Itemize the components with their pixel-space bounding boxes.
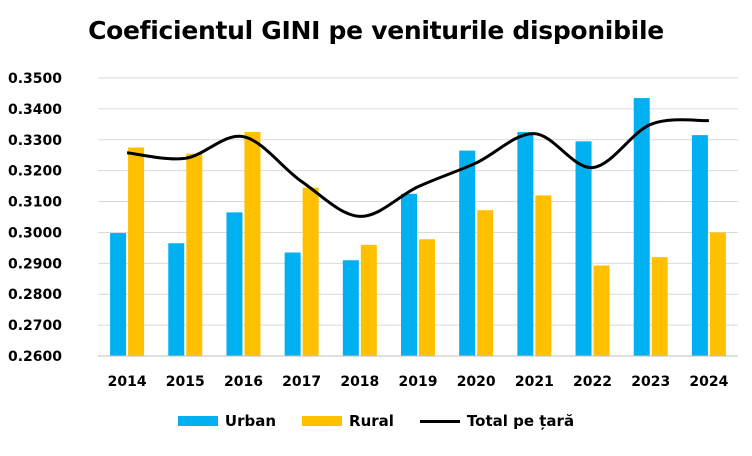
- legend-item-rural: Rural: [302, 412, 394, 430]
- bar-rural-2016: [244, 132, 261, 356]
- x-tick-label: 2023: [631, 374, 670, 390]
- x-tick-label: 2016: [224, 374, 263, 390]
- chart-title: Coeficientul GINI pe veniturile disponib…: [88, 16, 664, 45]
- bar-urban-2014: [110, 233, 127, 356]
- legend-item-urban: Urban: [177, 412, 277, 430]
- x-tick-label: 2021: [515, 374, 554, 390]
- y-tick-label: 0.3200: [8, 164, 62, 180]
- bar-rural-2014: [128, 147, 145, 356]
- bar-rural-2020: [477, 210, 494, 356]
- y-tick-label: 0.3300: [8, 133, 62, 149]
- x-tick-label: 2018: [340, 374, 379, 390]
- legend-item-total: Total pe țară: [419, 412, 575, 430]
- y-tick-label: 0.2600: [8, 349, 62, 365]
- bar-urban-2023: [633, 98, 650, 357]
- bar-urban-2021: [517, 132, 534, 356]
- y-tick-label: 0.2700: [8, 318, 62, 334]
- y-tick-label: 0.3100: [8, 195, 62, 211]
- bar-urban-2019: [401, 193, 417, 356]
- legend: Urban Rural Total pe țară: [0, 412, 752, 430]
- bar-rural-2021: [535, 195, 552, 356]
- y-tick-label: 0.2800: [8, 287, 62, 303]
- x-tick-label: 2024: [689, 374, 728, 390]
- bar-urban-2017: [284, 252, 301, 356]
- legend-swatch-urban: [177, 416, 218, 426]
- x-tick-label: 2019: [399, 374, 438, 390]
- series-line-total: [126, 118, 710, 218]
- bar-urban-2024: [691, 135, 708, 356]
- bar-urban-2015: [168, 243, 185, 356]
- legend-label-urban: Urban: [224, 412, 277, 430]
- bar-rural-2024: [709, 232, 726, 356]
- bar-urban-2016: [226, 212, 243, 356]
- bar-rural-2015: [186, 153, 203, 356]
- y-tick-label: 0.2900: [8, 256, 62, 272]
- y-tick-label: 0.3400: [8, 102, 62, 118]
- x-tick-label: 2014: [108, 374, 147, 390]
- x-tick-label: 2017: [282, 374, 321, 390]
- bar-rural-2017: [302, 187, 319, 356]
- legend-label-total: Total pe țară: [466, 412, 575, 430]
- legend-label-rural: Rural: [349, 412, 394, 430]
- y-tick-label: 0.3000: [8, 225, 62, 241]
- x-tick-label: 2022: [573, 374, 612, 390]
- bar-rural-2019: [419, 239, 435, 356]
- x-tick-label: 2015: [166, 374, 205, 390]
- x-tick-label: 2020: [457, 374, 496, 390]
- bar-urban-2020: [459, 150, 476, 356]
- bar-rural-2023: [651, 257, 668, 356]
- y-tick-label: 0.3500: [8, 71, 62, 87]
- legend-swatch-total: [419, 419, 460, 423]
- bar-rural-2022: [593, 265, 610, 356]
- bar-rural-2018: [360, 244, 377, 356]
- legend-swatch-rural: [302, 416, 343, 426]
- bar-urban-2022: [575, 141, 592, 356]
- bar-urban-2018: [342, 260, 359, 356]
